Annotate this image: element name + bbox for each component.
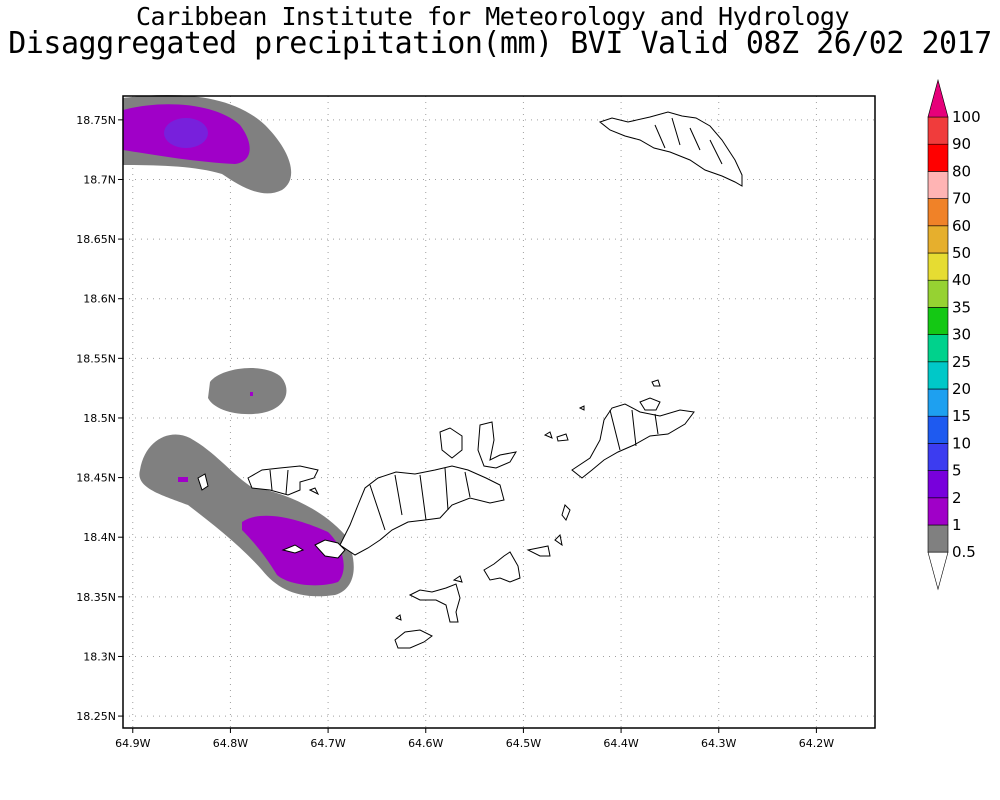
island-little-thatch [197, 473, 346, 559]
lon-tick-label: 64.2W [799, 737, 834, 750]
precip-area-central [208, 368, 287, 415]
colorbar-level-label: 2 [952, 489, 962, 507]
colorbar-swatch [927, 225, 949, 254]
island-virgin-gorda [554, 403, 695, 547]
colorbar-swatch [927, 198, 949, 227]
precip-area-northwest [123, 94, 292, 194]
lat-tick-label: 18.3N [83, 650, 116, 663]
colorbar-swatch [927, 171, 949, 199]
longitude-axis: 64.9W 64.8W 64.7W 64.6W 64.5W 64.4W 64.3W 64.2W [115, 728, 834, 750]
lat-tick-label: 18.4N [83, 531, 116, 544]
island-great-camanoe [439, 379, 661, 469]
colorbar-level-label: 15 [952, 407, 971, 425]
colorbar-level-label: 90 [952, 135, 971, 153]
colorbar-level-label: 100 [952, 108, 981, 126]
lon-tick-label: 64.9W [115, 737, 150, 750]
lon-tick-label: 64.8W [213, 737, 248, 750]
lon-tick-label: 64.5W [506, 737, 541, 750]
latitude-axis: 18.75N 18.7N 18.65N 18.6N 18.55N 18.5N 18.45N 1… [76, 114, 123, 723]
island-anegada [598, 111, 743, 187]
colorbar-level-label: 60 [952, 217, 971, 235]
colorbar-level-label: 0.5 [952, 543, 976, 561]
colorbar-swatch [927, 361, 949, 390]
colorbar-swatch [927, 524, 949, 553]
colorbar-swatch [927, 116, 949, 145]
colorbar-swatch [927, 497, 949, 526]
colorbar-swatch [927, 443, 949, 471]
colorbar-top-arrow [927, 78, 949, 118]
lat-tick-label: 18.45N [76, 472, 116, 485]
lat-tick-label: 18.5N [83, 412, 116, 425]
colorbar-level-label: 1 [952, 516, 962, 534]
colorbar-swatch [927, 334, 949, 363]
colorbar-swatch [927, 388, 949, 417]
plot-frame [122, 95, 876, 729]
island-tortola [339, 465, 505, 556]
colorbar-level-label: 50 [952, 244, 971, 262]
colorbar-swatch [927, 252, 949, 281]
colorbar-level-label: 35 [952, 298, 971, 316]
colorbar-bottom-arrow [927, 551, 949, 591]
lon-tick-label: 64.3W [701, 737, 736, 750]
map-title: Caribbean Institute for Meteorology and … [135, 2, 850, 31]
plot-area [122, 94, 876, 729]
island-peter-cooper [394, 545, 551, 649]
colorbar-level-label: 40 [952, 271, 971, 289]
colorbar-swatch [927, 470, 949, 499]
colorbar-level-label: 70 [952, 190, 971, 208]
lat-tick-label: 18.75N [76, 114, 116, 127]
colorbar-swatch [927, 143, 949, 172]
lat-tick-label: 18.6N [83, 293, 116, 306]
lon-tick-label: 64.7W [310, 737, 345, 750]
lon-tick-label: 64.4W [603, 737, 638, 750]
island-jost-van-dyke [247, 465, 319, 496]
lon-tick-label: 64.6W [408, 737, 443, 750]
colorbar-swatch [927, 307, 949, 335]
colorbar-swatch [927, 415, 949, 444]
colorbar-level-label: 20 [952, 380, 971, 398]
lat-tick-label: 18.7N [83, 173, 116, 186]
colorbar-level-label: 30 [952, 326, 971, 344]
lat-tick-label: 18.55N [76, 352, 116, 365]
colorbar-swatch [927, 279, 949, 308]
colorbar-level-label: 25 [952, 353, 971, 371]
lat-tick-label: 18.35N [76, 591, 116, 604]
colorbar-level-label: 10 [952, 434, 971, 452]
colorbar-level-label: 5 [952, 462, 962, 480]
colorbar-level-label: 80 [952, 162, 971, 180]
map-subtitle: Disaggregated precipitation(mm) BVI Vali… [8, 26, 992, 61]
lat-tick-label: 18.25N [76, 710, 116, 723]
lat-tick-label: 18.65N [76, 233, 116, 246]
